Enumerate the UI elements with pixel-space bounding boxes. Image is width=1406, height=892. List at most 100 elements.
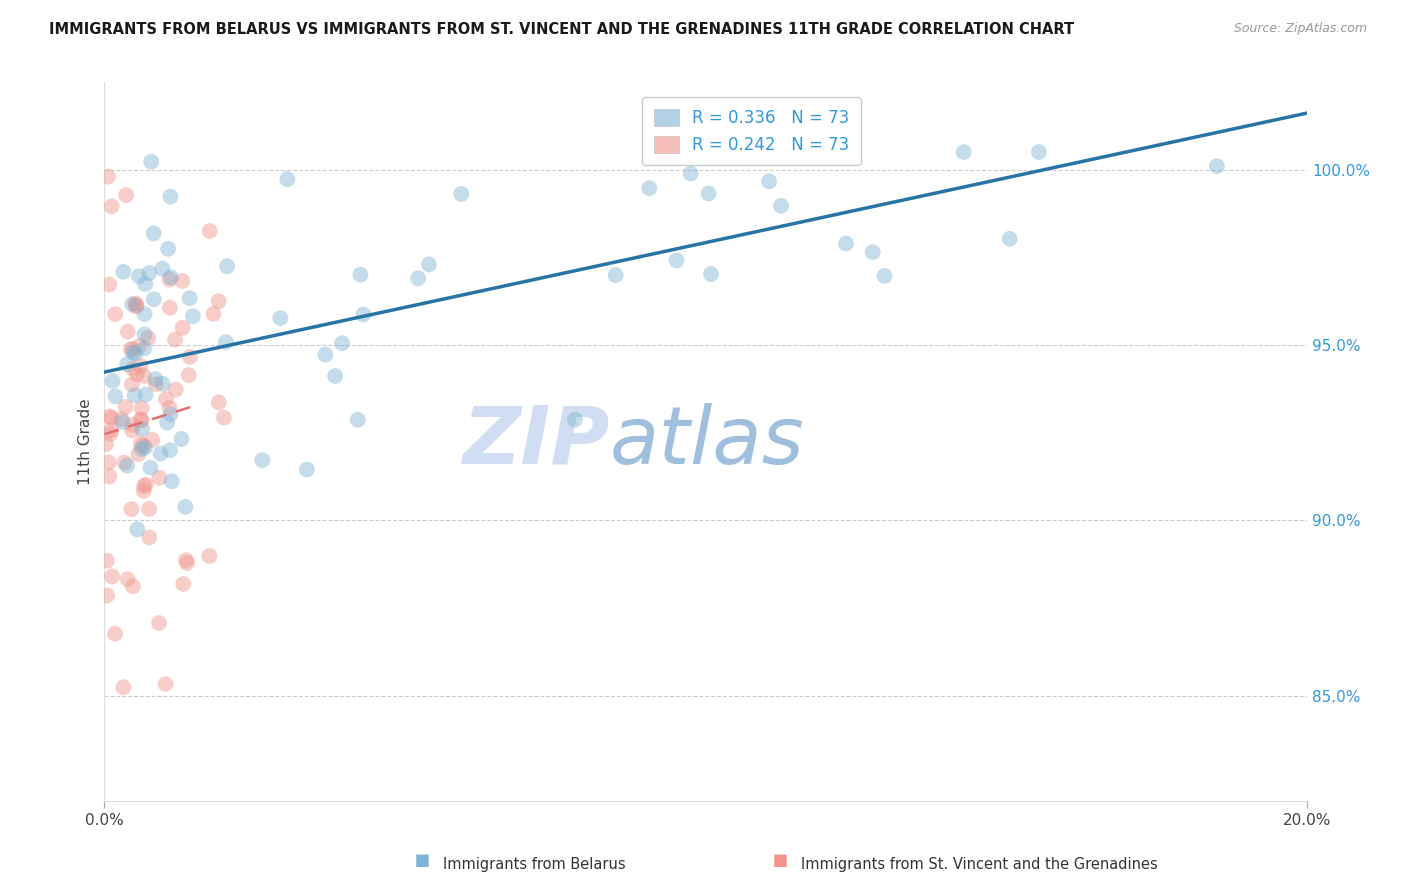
Point <box>172 577 194 591</box>
Point <box>97 455 120 469</box>
Point <box>112 680 135 694</box>
Point <box>132 368 155 383</box>
Point <box>139 460 162 475</box>
Point <box>100 423 122 437</box>
Point <box>128 339 150 353</box>
Point <box>252 453 274 467</box>
Point <box>127 447 149 461</box>
Point <box>138 530 160 544</box>
Y-axis label: 11th Grade: 11th Grade <box>79 398 93 485</box>
Point <box>217 260 239 274</box>
Point <box>111 415 134 429</box>
Point <box>212 410 235 425</box>
Point <box>94 437 117 451</box>
Point <box>138 266 160 280</box>
Text: atlas: atlas <box>610 402 804 481</box>
Point <box>121 343 143 357</box>
Point <box>135 477 157 491</box>
Point <box>665 253 688 268</box>
Point <box>349 268 371 282</box>
Point <box>134 479 156 493</box>
Point <box>114 400 136 414</box>
Point <box>138 502 160 516</box>
Point <box>215 335 238 350</box>
Point <box>134 441 156 455</box>
Point <box>152 261 174 276</box>
Point <box>605 268 627 282</box>
Point <box>269 311 291 326</box>
Point <box>121 417 143 432</box>
Point <box>1205 159 1227 173</box>
Point <box>129 437 152 451</box>
Point <box>155 392 177 406</box>
Legend: R = 0.336   N = 73, R = 0.242   N = 73: R = 0.336 N = 73, R = 0.242 N = 73 <box>643 97 860 165</box>
Point <box>125 368 148 382</box>
Point <box>330 336 353 351</box>
Point <box>406 271 429 285</box>
Point <box>152 376 174 391</box>
Point <box>100 411 122 425</box>
Point <box>696 145 718 159</box>
Point <box>700 267 723 281</box>
Point <box>862 245 884 260</box>
Point <box>117 572 139 586</box>
Point <box>112 265 135 279</box>
Point <box>679 167 702 181</box>
Point <box>132 483 155 498</box>
Point <box>346 413 368 427</box>
Point <box>131 401 153 415</box>
Point <box>98 277 121 292</box>
Point <box>122 362 145 376</box>
Point <box>139 154 162 169</box>
Point <box>120 502 142 516</box>
Text: ▪: ▪ <box>413 848 430 872</box>
Point <box>160 475 183 489</box>
Point <box>172 320 194 334</box>
Point <box>159 272 181 286</box>
Point <box>98 409 121 424</box>
Point <box>98 469 121 483</box>
Point <box>122 579 145 593</box>
Point <box>112 456 135 470</box>
Point <box>276 172 298 186</box>
Point <box>128 269 150 284</box>
Point <box>136 331 159 345</box>
Point <box>835 236 858 251</box>
Point <box>165 383 187 397</box>
Text: ▪: ▪ <box>772 848 789 872</box>
Point <box>952 145 974 159</box>
Point <box>129 359 152 373</box>
Point <box>125 300 148 314</box>
Point <box>295 462 318 476</box>
Point <box>177 368 200 383</box>
Point <box>181 310 204 324</box>
Point <box>159 407 181 421</box>
Point <box>101 569 124 583</box>
Text: Immigrants from Belarus: Immigrants from Belarus <box>443 857 626 872</box>
Point <box>121 424 143 438</box>
Point <box>127 522 149 536</box>
Point <box>159 301 181 315</box>
Point <box>450 186 472 201</box>
Point <box>323 369 346 384</box>
Point <box>104 626 127 640</box>
Point <box>124 346 146 360</box>
Point <box>121 297 143 311</box>
Point <box>115 188 138 202</box>
Point <box>208 395 231 409</box>
Point <box>145 377 167 392</box>
Point <box>131 422 153 436</box>
Point <box>124 296 146 310</box>
Point <box>564 412 586 426</box>
Point <box>101 374 124 388</box>
Point <box>96 589 118 603</box>
Point <box>179 291 201 305</box>
Point <box>131 413 153 427</box>
Point <box>132 438 155 452</box>
Point <box>110 412 132 426</box>
Point <box>134 327 156 342</box>
Point <box>159 401 181 415</box>
Point <box>129 412 152 426</box>
Point <box>165 333 187 347</box>
Point <box>96 554 118 568</box>
